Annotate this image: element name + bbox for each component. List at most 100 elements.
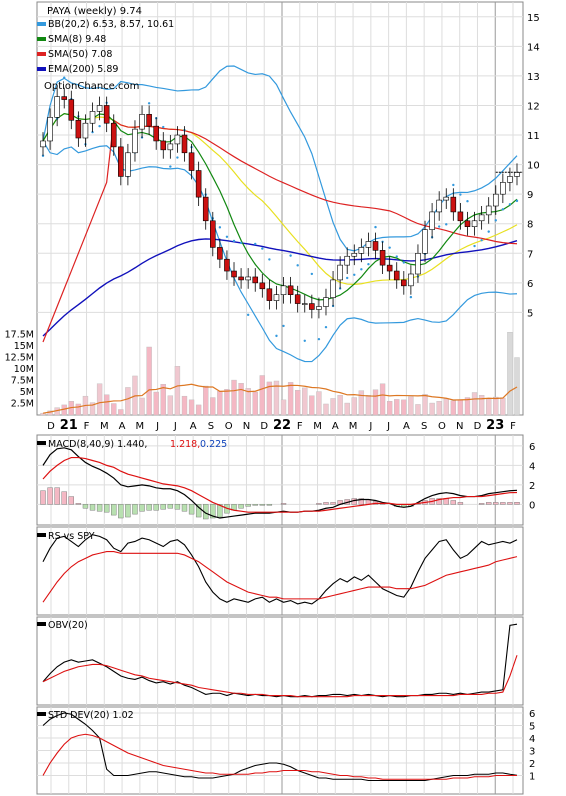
x-tick-label: S [421, 421, 427, 432]
watermark: OptionChance.com [44, 81, 139, 92]
candle-body [492, 193, 499, 207]
stddev-tick-label: 5 [529, 722, 535, 733]
macd-histogram-bar [500, 502, 506, 505]
candle-body [47, 117, 53, 142]
candle-body [40, 140, 46, 148]
volume-bar [450, 400, 457, 416]
macd-signal-value: 1.218, [170, 439, 200, 450]
volume-tick-label: 7.5M [11, 376, 34, 387]
candle-body [96, 105, 103, 112]
price-tick-label: 14 [527, 42, 540, 53]
macd-histogram-bar [139, 504, 145, 512]
x-tick-label: A [332, 421, 339, 432]
candle-body [415, 253, 421, 275]
candle-body [238, 276, 244, 281]
candle-body [309, 303, 315, 310]
candle-body [408, 273, 414, 287]
volume-bar [394, 399, 400, 416]
x-tick-label: M [100, 421, 109, 432]
macd-histogram-bar [252, 504, 258, 506]
legend-swatch-bb [37, 22, 46, 26]
candle-body [252, 276, 259, 284]
volume-bar [379, 383, 386, 416]
obv-line [42, 623, 518, 698]
price-tick-label: 15 [527, 13, 540, 24]
candle-body [358, 247, 365, 254]
volume-bar [295, 389, 301, 416]
candle-body [365, 241, 372, 248]
psar-dot [225, 235, 229, 238]
volume-bar [181, 395, 188, 416]
x-tick-label: D [474, 421, 482, 432]
volume-bar [486, 398, 492, 416]
x-tick-label: F [510, 421, 516, 432]
volume-bar [203, 385, 209, 416]
macd-histogram-bar [75, 503, 82, 505]
candle-body [316, 306, 322, 310]
x-tick-label: A [403, 421, 410, 432]
macd-histogram-bar [47, 487, 53, 505]
psar-dot [246, 313, 250, 317]
volume-bar [386, 401, 393, 416]
candle-body [54, 96, 60, 118]
obv-title: OBV(20) [48, 620, 88, 631]
rs-frame [36, 526, 524, 616]
obv-frame [36, 616, 524, 706]
candle-body [337, 264, 343, 281]
macd-tick-label: 0 [529, 500, 535, 511]
candle-body [153, 125, 159, 142]
volume-bar [210, 397, 216, 416]
macd-histogram-bar [436, 498, 442, 505]
psar-dot [402, 261, 406, 264]
x-tick-label: O [225, 421, 233, 432]
volume-bar [358, 390, 365, 416]
psar-dot [409, 295, 413, 299]
candle-body [118, 146, 124, 177]
x-tick-label: O [438, 421, 446, 432]
volume-tick-label: 10M [14, 364, 34, 375]
macd-histogram-bar [103, 504, 110, 513]
price-tick-label: 8 [527, 220, 533, 231]
psar-dot [317, 337, 321, 341]
macd-histogram-bar [125, 504, 131, 518]
x-tick-label: A [119, 421, 126, 432]
psar-dot [310, 272, 314, 276]
candle-body [344, 255, 350, 266]
candle-body [301, 303, 308, 305]
stddev-tick-label: 6 [529, 709, 535, 720]
candle-body [160, 140, 167, 151]
volume-bar [351, 397, 357, 416]
candle-body [224, 258, 230, 272]
candle-body [266, 288, 273, 301]
psar-dot [487, 230, 490, 233]
psar-dot [232, 239, 236, 243]
psar-dot [324, 325, 328, 329]
candle-body [351, 253, 358, 257]
x-tick-label: M [349, 421, 358, 432]
volume-bar [195, 404, 202, 416]
psar-dot [261, 247, 264, 250]
volume-bar [457, 399, 464, 416]
x-tick-label: N [243, 421, 250, 432]
legend-swatch-stddev [37, 712, 46, 716]
x-tick-label: J [368, 421, 372, 432]
macd-histogram-bar [195, 504, 202, 518]
macd-histogram-bar [358, 498, 365, 505]
candle-body [68, 99, 75, 121]
x-tick-label: 23 [486, 418, 504, 433]
psar-dot [367, 263, 370, 266]
psar-dot [176, 156, 179, 159]
psar-dot [374, 225, 377, 229]
price-tick-label: 7 [527, 249, 533, 260]
candle-body [280, 285, 287, 295]
price-tick-label: 9 [527, 190, 533, 201]
macd-histogram-bar [493, 502, 499, 505]
x-tick-label: 21 [60, 418, 78, 433]
macd-histogram-bar [323, 502, 329, 505]
candle-body [379, 250, 386, 266]
stddev-tick-label: 2 [529, 759, 535, 770]
stddev-y-axis: 6 54 32 1 [529, 709, 535, 783]
candle-body [167, 143, 174, 151]
volume-bar [415, 404, 421, 416]
candle-body [485, 205, 492, 216]
